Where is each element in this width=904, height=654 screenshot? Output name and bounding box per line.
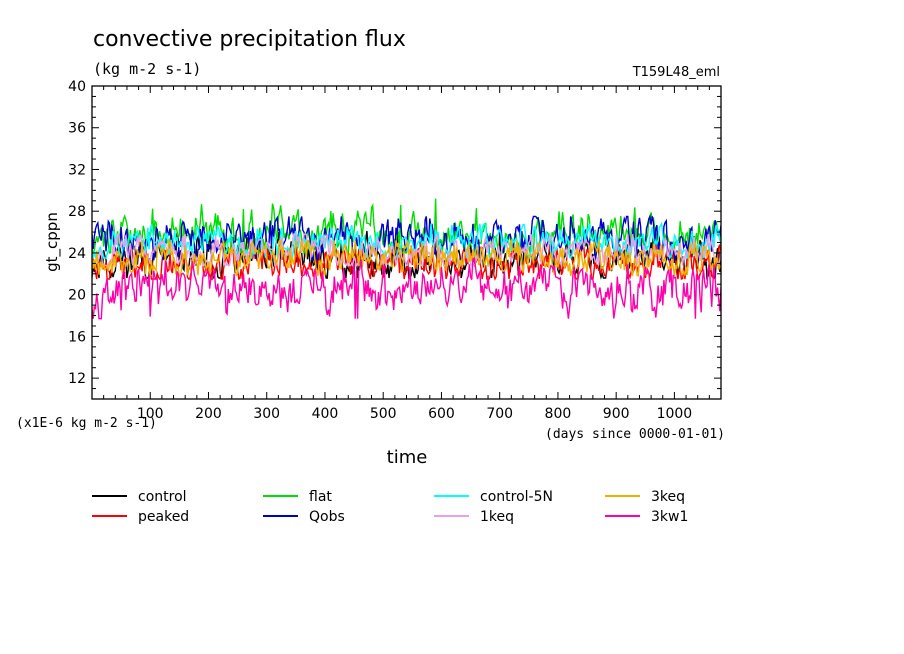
y-tick-label: 36 [68, 121, 86, 137]
x-tick-label: 500 [370, 406, 397, 422]
run-label: T159L48_eml [632, 65, 720, 80]
legend: control peaked flat Qobs control-5N 1keq 3keq 3… [92, 489, 688, 525]
y-tick-label: 32 [68, 162, 86, 178]
x-unit-note: (days since 0000-01-01) [545, 427, 725, 442]
y-tick-label: 24 [68, 246, 86, 262]
y-tick-label: 12 [68, 371, 86, 387]
legend-label: Qobs [309, 509, 345, 525]
legend-label: 3keq [651, 489, 685, 505]
series-line-3keq [92, 238, 721, 278]
legend-label: control [138, 489, 187, 505]
series-line-flat [92, 198, 721, 256]
chart-subtitle: (kg m-2 s-1) [93, 60, 201, 78]
y-tick-label: 20 [68, 288, 86, 304]
legend-label: control-5N [480, 489, 553, 505]
y-axis-label: gt_cppn [43, 212, 62, 272]
x-tick-label: 900 [603, 406, 630, 422]
y-tick-label: 28 [68, 204, 86, 220]
x-tick-label: 200 [195, 406, 222, 422]
plot-frame [91, 85, 722, 400]
x-tick-label: 800 [545, 406, 572, 422]
legend-label: 1keq [480, 509, 514, 525]
chart-title: convective precipitation flux [93, 27, 406, 52]
legend-label: 3kw1 [651, 509, 688, 525]
x-tick-label: 1000 [657, 406, 693, 422]
series-layer [92, 198, 721, 320]
y-unit-note: (x1E-6 kg m-2 s-1) [16, 416, 157, 431]
x-tick-labels: 100 200 300 400 500 600 700 800 900 1000 [137, 406, 692, 422]
x-tick-label: 700 [486, 406, 513, 422]
series-line-1keq [92, 233, 721, 268]
series-line-3kw1 [92, 256, 721, 320]
x-tick-label: 600 [428, 406, 455, 422]
legend-label: flat [309, 489, 332, 505]
x-tick-label: 100 [137, 406, 164, 422]
x-tick-label: 400 [312, 406, 339, 422]
x-axis-label: time [387, 447, 428, 468]
y-tick-label: 16 [68, 329, 86, 345]
y-tick-label: 40 [68, 79, 86, 95]
y-tick-labels: 12 16 20 24 28 32 36 40 [68, 79, 86, 387]
legend-label: peaked [138, 509, 189, 525]
x-tick-label: 300 [253, 406, 280, 422]
